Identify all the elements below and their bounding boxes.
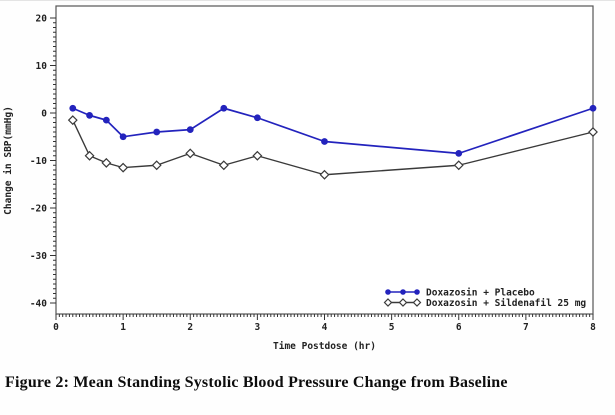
svg-text:6: 6	[456, 322, 462, 333]
svg-text:20: 20	[36, 14, 48, 25]
chart-area: 0 1 2 3 4 5 6 7 8 20 10 0 -10 -20 -30 -40 Time Postdose …	[0, 0, 615, 352]
svg-text:0: 0	[53, 322, 59, 333]
svg-text:-20: -20	[30, 204, 47, 215]
svg-text:8: 8	[590, 322, 596, 333]
svg-text:1: 1	[120, 322, 126, 333]
svg-text:5: 5	[389, 322, 395, 333]
svg-text:3: 3	[255, 322, 261, 333]
blood-pressure-chart: 0 1 2 3 4 5 6 7 8 20 10 0 -10 -20 -30 -40 Time Postdose …	[3, 5, 598, 352]
svg-text:0: 0	[41, 109, 47, 120]
x-axis-ticks	[55, 314, 594, 320]
y-axis-ticks	[50, 17, 56, 304]
figure-caption: Figure 2: Mean Standing Systolic Blood P…	[5, 374, 508, 391]
svg-text:10: 10	[36, 61, 48, 72]
legend-item: Doxazosin + Placebo	[385, 288, 535, 299]
series-doxazosin-placebo	[69, 104, 597, 157]
y-axis-label: Change in SBP(mmHg)	[3, 106, 14, 215]
svg-text:2: 2	[187, 322, 193, 333]
svg-text:7: 7	[523, 322, 529, 333]
y-tick-labels: 20 10 0 -10 -20 -30 -40	[30, 14, 47, 310]
x-tick-labels: 0 1 2 3 4 5 6 7 8	[53, 322, 596, 333]
legend-item: Doxazosin + Sildenafil 25 mg	[383, 298, 586, 309]
svg-text:-40: -40	[30, 299, 47, 310]
x-axis-label: Time Postdose (hr)	[273, 341, 376, 352]
svg-text:Doxazosin + Placebo: Doxazosin + Placebo	[426, 288, 535, 299]
svg-text:-10: -10	[30, 156, 47, 167]
svg-text:-30: -30	[30, 251, 47, 262]
svg-text:4: 4	[322, 322, 328, 333]
series-doxazosin-sildenafil	[67, 115, 598, 180]
plot-frame	[55, 5, 594, 315]
svg-text:Doxazosin + Sildenafil 25 mg: Doxazosin + Sildenafil 25 mg	[426, 298, 586, 309]
